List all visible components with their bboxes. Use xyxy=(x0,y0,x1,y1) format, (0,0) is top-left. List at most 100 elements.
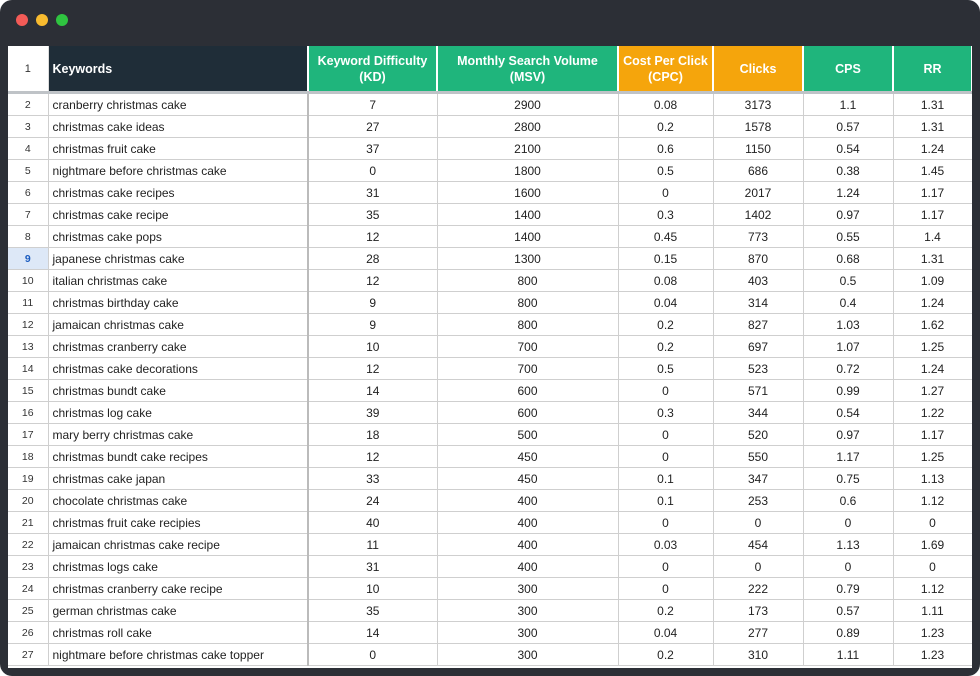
value-cell[interactable]: 0.99 xyxy=(803,379,894,402)
value-cell[interactable]: 1.62 xyxy=(893,313,972,336)
value-cell[interactable]: 0.89 xyxy=(803,621,894,644)
value-cell[interactable]: 0.54 xyxy=(803,137,894,160)
value-cell[interactable]: 277 xyxy=(713,621,804,644)
value-cell[interactable]: 0 xyxy=(618,379,714,402)
row-number[interactable]: 5 xyxy=(8,159,49,182)
row-number[interactable]: 11 xyxy=(8,291,49,314)
keyword-cell[interactable]: chocolate christmas cake xyxy=(48,489,309,512)
column-header[interactable]: RR xyxy=(893,46,972,94)
value-cell[interactable]: 1.1 xyxy=(803,92,894,116)
keyword-cell[interactable]: christmas cranberry cake recipe xyxy=(48,577,309,600)
value-cell[interactable]: 800 xyxy=(437,313,619,336)
row-number[interactable]: 16 xyxy=(8,401,49,424)
row-number[interactable]: 23 xyxy=(8,555,49,578)
value-cell[interactable]: 1.25 xyxy=(893,335,972,358)
keyword-cell[interactable]: japanese christmas cake xyxy=(48,247,309,270)
row-number[interactable]: 6 xyxy=(8,181,49,204)
keyword-cell[interactable]: christmas logs cake xyxy=(48,555,309,578)
keyword-cell[interactable]: christmas cake recipe xyxy=(48,203,309,226)
value-cell[interactable]: 1.24 xyxy=(893,291,972,314)
value-cell[interactable]: 0.1 xyxy=(618,489,714,512)
value-cell[interactable]: 697 xyxy=(713,335,804,358)
value-cell[interactable]: 310 xyxy=(713,643,804,666)
column-header[interactable]: Keywords xyxy=(48,46,309,94)
row-number[interactable]: 15 xyxy=(8,379,49,402)
value-cell[interactable]: 1.13 xyxy=(803,533,894,556)
value-cell[interactable]: 2100 xyxy=(437,137,619,160)
value-cell[interactable]: 1.69 xyxy=(893,533,972,556)
value-cell[interactable]: 0 xyxy=(618,577,714,600)
value-cell[interactable]: 0.15 xyxy=(618,247,714,270)
value-cell[interactable]: 1300 xyxy=(437,247,619,270)
value-cell[interactable]: 686 xyxy=(713,159,804,182)
value-cell[interactable]: 400 xyxy=(437,511,619,534)
value-cell[interactable]: 1.31 xyxy=(893,115,972,138)
keyword-cell[interactable]: nightmare before christmas cake topper xyxy=(48,643,309,666)
value-cell[interactable]: 300 xyxy=(437,621,619,644)
value-cell[interactable]: 1.23 xyxy=(893,643,972,666)
row-number[interactable]: 12 xyxy=(8,313,49,336)
value-cell[interactable]: 0 xyxy=(803,511,894,534)
value-cell[interactable]: 40 xyxy=(308,511,438,534)
value-cell[interactable]: 344 xyxy=(713,401,804,424)
value-cell[interactable]: 0.04 xyxy=(618,621,714,644)
value-cell[interactable]: 0 xyxy=(618,181,714,204)
value-cell[interactable]: 10 xyxy=(308,335,438,358)
value-cell[interactable]: 0 xyxy=(713,511,804,534)
value-cell[interactable]: 1.09 xyxy=(893,269,972,292)
value-cell[interactable]: 0.3 xyxy=(618,401,714,424)
value-cell[interactable]: 0.03 xyxy=(618,533,714,556)
value-cell[interactable]: 314 xyxy=(713,291,804,314)
value-cell[interactable]: 0 xyxy=(618,511,714,534)
row-number[interactable]: 18 xyxy=(8,445,49,468)
value-cell[interactable]: 2900 xyxy=(437,92,619,116)
value-cell[interactable]: 0 xyxy=(893,511,972,534)
value-cell[interactable]: 1.03 xyxy=(803,313,894,336)
value-cell[interactable]: 0.2 xyxy=(618,313,714,336)
value-cell[interactable]: 1.11 xyxy=(803,643,894,666)
value-cell[interactable]: 1400 xyxy=(437,203,619,226)
value-cell[interactable]: 600 xyxy=(437,379,619,402)
value-cell[interactable]: 0.38 xyxy=(803,159,894,182)
keyword-cell[interactable]: jamaican christmas cake recipe xyxy=(48,533,309,556)
value-cell[interactable]: 12 xyxy=(308,225,438,248)
keyword-cell[interactable]: german christmas cake xyxy=(48,599,309,622)
value-cell[interactable]: 1.12 xyxy=(893,577,972,600)
close-button[interactable] xyxy=(16,14,28,26)
value-cell[interactable]: 1.07 xyxy=(803,335,894,358)
keyword-cell[interactable]: christmas fruit cake recipies xyxy=(48,511,309,534)
value-cell[interactable]: 1.45 xyxy=(893,159,972,182)
value-cell[interactable]: 0.57 xyxy=(803,115,894,138)
row-number[interactable]: 13 xyxy=(8,335,49,358)
value-cell[interactable]: 0.55 xyxy=(803,225,894,248)
value-cell[interactable]: 1.17 xyxy=(893,423,972,446)
value-cell[interactable]: 1150 xyxy=(713,137,804,160)
keyword-cell[interactable]: italian christmas cake xyxy=(48,269,309,292)
value-cell[interactable]: 37 xyxy=(308,137,438,160)
value-cell[interactable]: 0.1 xyxy=(618,467,714,490)
keyword-cell[interactable]: christmas cranberry cake xyxy=(48,335,309,358)
keyword-cell[interactable]: christmas roll cake xyxy=(48,621,309,644)
value-cell[interactable]: 0.5 xyxy=(618,357,714,380)
column-header[interactable]: Keyword Difficulty (KD) xyxy=(308,46,438,94)
value-cell[interactable]: 222 xyxy=(713,577,804,600)
row-number[interactable]: 19 xyxy=(8,467,49,490)
keyword-cell[interactable]: christmas cake pops xyxy=(48,225,309,248)
keyword-cell[interactable]: christmas bundt cake xyxy=(48,379,309,402)
value-cell[interactable]: 1.17 xyxy=(893,181,972,204)
value-cell[interactable]: 33 xyxy=(308,467,438,490)
row-number[interactable]: 14 xyxy=(8,357,49,380)
value-cell[interactable]: 400 xyxy=(437,533,619,556)
value-cell[interactable]: 173 xyxy=(713,599,804,622)
value-cell[interactable]: 2800 xyxy=(437,115,619,138)
value-cell[interactable]: 0.5 xyxy=(618,159,714,182)
value-cell[interactable]: 39 xyxy=(308,401,438,424)
row-number[interactable]: 4 xyxy=(8,137,49,160)
row-number[interactable]: 10 xyxy=(8,269,49,292)
value-cell[interactable]: 0.5 xyxy=(803,269,894,292)
value-cell[interactable]: 1.11 xyxy=(893,599,972,622)
value-cell[interactable]: 0 xyxy=(308,643,438,666)
value-cell[interactable]: 35 xyxy=(308,203,438,226)
value-cell[interactable]: 773 xyxy=(713,225,804,248)
keyword-cell[interactable]: mary berry christmas cake xyxy=(48,423,309,446)
